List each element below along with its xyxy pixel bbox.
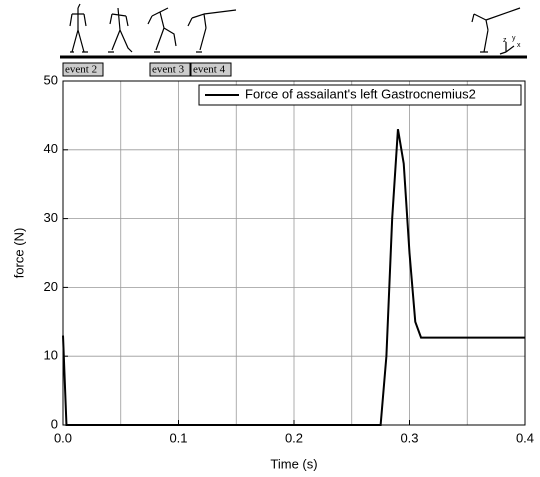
x-tick-label: 0.4 — [516, 430, 534, 445]
event-label: event 3 — [152, 64, 185, 76]
event-box — [62, 62, 104, 77]
event-label: event 4 — [193, 64, 226, 76]
x-tick-label: 0.2 — [285, 430, 303, 445]
x-tick-label: 0.3 — [400, 430, 418, 445]
event-box — [190, 62, 232, 77]
event-box — [149, 62, 191, 77]
y-tick-label: 40 — [44, 141, 58, 156]
y-tick-label: 30 — [44, 210, 58, 225]
y-tick-label: 10 — [44, 348, 58, 363]
x-tick-label: 0.0 — [54, 430, 72, 445]
x-tick-label: 0.1 — [169, 430, 187, 445]
axis-icon-label: y — [512, 35, 516, 42]
stick-figures — [69, 3, 521, 55]
axis-icon-label: z — [503, 37, 507, 44]
event-label: event 2 — [65, 64, 97, 76]
legend-label: Force of assailant's left Gastrocnemius2 — [245, 86, 476, 101]
axis-icon-label: x — [517, 42, 521, 49]
y-axis-label: force (N) — [11, 228, 26, 279]
x-axis-label: Time (s) — [270, 456, 317, 471]
legend-box — [198, 84, 522, 106]
y-tick-label: 0 — [51, 416, 58, 431]
data-line — [62, 128, 525, 426]
y-tick-label: 20 — [44, 279, 58, 294]
y-tick-label: 50 — [44, 72, 58, 87]
